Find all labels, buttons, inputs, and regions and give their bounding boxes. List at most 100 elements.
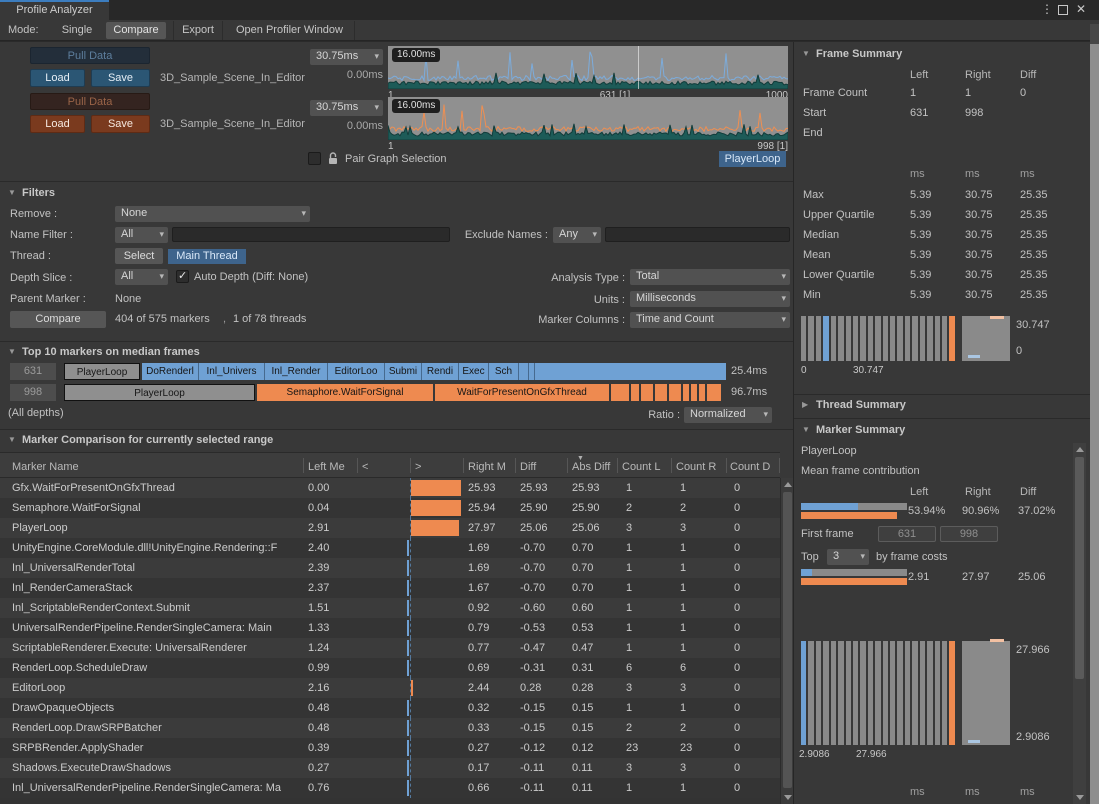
table-row[interactable]: Semaphore.WaitForSignal 0.04 25.94 25.90… — [0, 498, 780, 518]
marker-name-cell[interactable]: Inl_RenderCameraStack — [12, 578, 302, 598]
marker-segment[interactable] — [669, 384, 681, 401]
marker-segment[interactable] — [535, 363, 726, 380]
thread-select-button[interactable]: Select — [115, 248, 163, 264]
frame-summary-foldout[interactable]: Frame Summary — [816, 48, 902, 60]
col-count-left[interactable]: Count L — [622, 461, 669, 473]
depth-slice-dropdown[interactable]: All — [115, 269, 168, 285]
save-button-left[interactable]: Save — [91, 69, 150, 87]
marker-name-cell[interactable]: Shadows.ExecuteDrawShadows — [12, 758, 302, 778]
mode-compare-button[interactable]: Compare — [106, 22, 166, 39]
pull-data-button-left[interactable]: Pull Data — [30, 47, 150, 64]
auto-depth-checkbox[interactable] — [176, 270, 189, 283]
marker-name-cell[interactable]: ScriptableRenderer.Execute: UniversalRen… — [12, 638, 302, 658]
top10-bar-left[interactable]: PlayerLoopDoRenderlInl_UniversInl_Render… — [64, 363, 726, 380]
kebab-menu-icon[interactable] — [1040, 2, 1054, 17]
compare-button[interactable]: Compare — [10, 311, 106, 328]
first-frame-right-button[interactable]: 998 — [940, 526, 998, 542]
frame-histogram[interactable] — [801, 316, 957, 361]
marker-segment[interactable]: WaitForPresentOnGfxThread — [435, 384, 609, 401]
table-row[interactable]: UnityEngine.CoreModule.dll!UnityEngine.R… — [0, 538, 780, 558]
table-row[interactable]: Inl_UniversalRenderPipeline.RenderSingle… — [0, 778, 780, 798]
marker-segment[interactable] — [631, 384, 639, 401]
frame-graph-top[interactable]: 16.00ms — [388, 46, 788, 89]
col-abs-diff[interactable]: Abs Diff — [572, 461, 616, 473]
summary-scrollbar[interactable] — [1073, 443, 1086, 804]
name-filter-mode-dropdown[interactable]: All — [115, 227, 168, 243]
filters-foldout[interactable]: Filters — [22, 187, 55, 199]
threshold-badge-top[interactable]: 16.00ms — [392, 48, 440, 62]
marker-segment[interactable]: Exec — [459, 363, 489, 380]
pair-graph-selection-checkbox[interactable] — [308, 152, 321, 165]
summary-scrollbar-thumb[interactable] — [1075, 457, 1084, 679]
marker-name-cell[interactable]: UniversalRenderPipeline.RenderSingleCame… — [12, 618, 302, 638]
marker-segment[interactable]: Semaphore.WaitForSignal — [257, 384, 433, 401]
units-dropdown[interactable]: Milliseconds — [630, 291, 790, 307]
scale-dropdown-top[interactable]: 30.75ms — [310, 49, 383, 65]
table-row[interactable]: RenderLoop.DrawSRPBatcher 0.48 0.33 -0.1… — [0, 718, 780, 738]
col-marker-name[interactable]: Marker Name — [12, 461, 298, 473]
marker-segment[interactable] — [699, 384, 705, 401]
exclude-mode-dropdown[interactable]: Any — [553, 227, 601, 243]
save-button-right[interactable]: Save — [91, 115, 150, 133]
load-button-right[interactable]: Load — [30, 115, 85, 133]
marker-segment[interactable] — [641, 384, 653, 401]
selected-marker-chip[interactable]: PlayerLoop — [719, 151, 786, 167]
thread-value-chip[interactable]: Main Thread — [168, 249, 246, 264]
marker-segment[interactable]: Rendi — [422, 363, 459, 380]
marker-segment[interactable]: DoRenderl — [142, 363, 199, 380]
exclude-names-input[interactable] — [605, 227, 790, 242]
scroll-up-icon[interactable] — [784, 482, 792, 487]
marker-name-cell[interactable]: Inl_UniversalRenderPipeline.RenderSingle… — [12, 778, 302, 798]
frame-number-box-right[interactable]: 998 — [10, 384, 56, 401]
col-count-right[interactable]: Count R — [676, 461, 724, 473]
scroll-up-icon[interactable] — [1076, 447, 1084, 452]
marker-segment[interactable] — [691, 384, 697, 401]
marker-name-cell[interactable]: DrawOpaqueObjects — [12, 698, 302, 718]
col-left-bar[interactable]: < — [362, 461, 406, 473]
frame-number-box-left[interactable]: 631 — [10, 363, 56, 380]
table-scrollbar[interactable] — [780, 478, 793, 804]
scroll-down-icon[interactable] — [1076, 795, 1084, 800]
first-frame-left-button[interactable]: 631 — [878, 526, 936, 542]
table-row[interactable]: Inl_UniversalRenderTotal 2.39 1.69 -0.70… — [0, 558, 780, 578]
table-row[interactable]: Inl_RenderCameraStack 2.37 1.67 -0.70 0.… — [0, 578, 780, 598]
table-row[interactable]: Gfx.WaitForPresentOnGfxThread 0.00 25.93… — [0, 478, 780, 498]
marker-segment[interactable]: Inl_Render — [265, 363, 328, 380]
unlock-icon[interactable] — [327, 151, 339, 165]
comparison-table[interactable]: Gfx.WaitForPresentOnGfxThread 0.00 25.93… — [0, 478, 780, 804]
marker-segment[interactable] — [655, 384, 667, 401]
marker-segment[interactable]: Inl_Univers — [199, 363, 265, 380]
maximize-icon[interactable] — [1058, 5, 1068, 15]
marker-name-cell[interactable]: PlayerLoop — [12, 518, 302, 538]
table-row[interactable]: DrawOpaqueObjects 0.48 0.32 -0.15 0.15 1… — [0, 698, 780, 718]
marker-segment[interactable]: EditorLoo — [328, 363, 385, 380]
marker-summary-foldout[interactable]: Marker Summary — [816, 424, 905, 436]
close-icon[interactable] — [1074, 2, 1088, 17]
marker-segment[interactable]: PlayerLoop — [64, 363, 140, 380]
load-button-left[interactable]: Load — [30, 69, 85, 87]
marker-columns-dropdown[interactable]: Time and Count — [630, 312, 790, 328]
pull-data-button-right[interactable]: Pull Data — [30, 93, 150, 110]
table-row[interactable]: PlayerLoop 2.91 27.97 25.06 25.06 3 3 0 — [0, 518, 780, 538]
marker-segment[interactable] — [519, 363, 529, 380]
frame-graph-bottom[interactable]: 16.00ms — [388, 97, 788, 140]
top10-foldout[interactable]: Top 10 markers on median frames — [22, 346, 200, 358]
col-count-diff[interactable]: Count D — [730, 461, 777, 473]
scroll-down-icon[interactable] — [784, 795, 792, 800]
marker-segment[interactable] — [683, 384, 689, 401]
marker-name-cell[interactable]: Semaphore.WaitForSignal — [12, 498, 302, 518]
col-left-median[interactable]: Left Me — [308, 461, 355, 473]
top10-bar-right[interactable]: PlayerLoopSemaphore.WaitForSignalWaitFor… — [64, 384, 726, 401]
remove-dropdown[interactable]: None — [115, 206, 310, 222]
comparison-foldout[interactable]: Marker Comparison for currently selected… — [22, 434, 273, 446]
marker-segment[interactable] — [707, 384, 721, 401]
table-row[interactable]: RenderLoop.ScheduleDraw 0.99 0.69 -0.31 … — [0, 658, 780, 678]
marker-name-cell[interactable]: Inl_ScriptableRenderContext.Submit — [12, 598, 302, 618]
marker-segment[interactable]: Submi — [385, 363, 422, 380]
marker-name-cell[interactable]: RenderLoop.DrawSRPBatcher — [12, 718, 302, 738]
table-row[interactable]: Shadows.ExecuteDrawShadows 0.27 0.17 -0.… — [0, 758, 780, 778]
marker-name-cell[interactable]: Gfx.WaitForPresentOnGfxThread — [12, 478, 302, 498]
analysis-type-dropdown[interactable]: Total — [630, 269, 790, 285]
threshold-badge-bottom[interactable]: 16.00ms — [392, 99, 440, 113]
table-row[interactable]: SRPBRender.ApplyShader 0.39 0.27 -0.12 0… — [0, 738, 780, 758]
